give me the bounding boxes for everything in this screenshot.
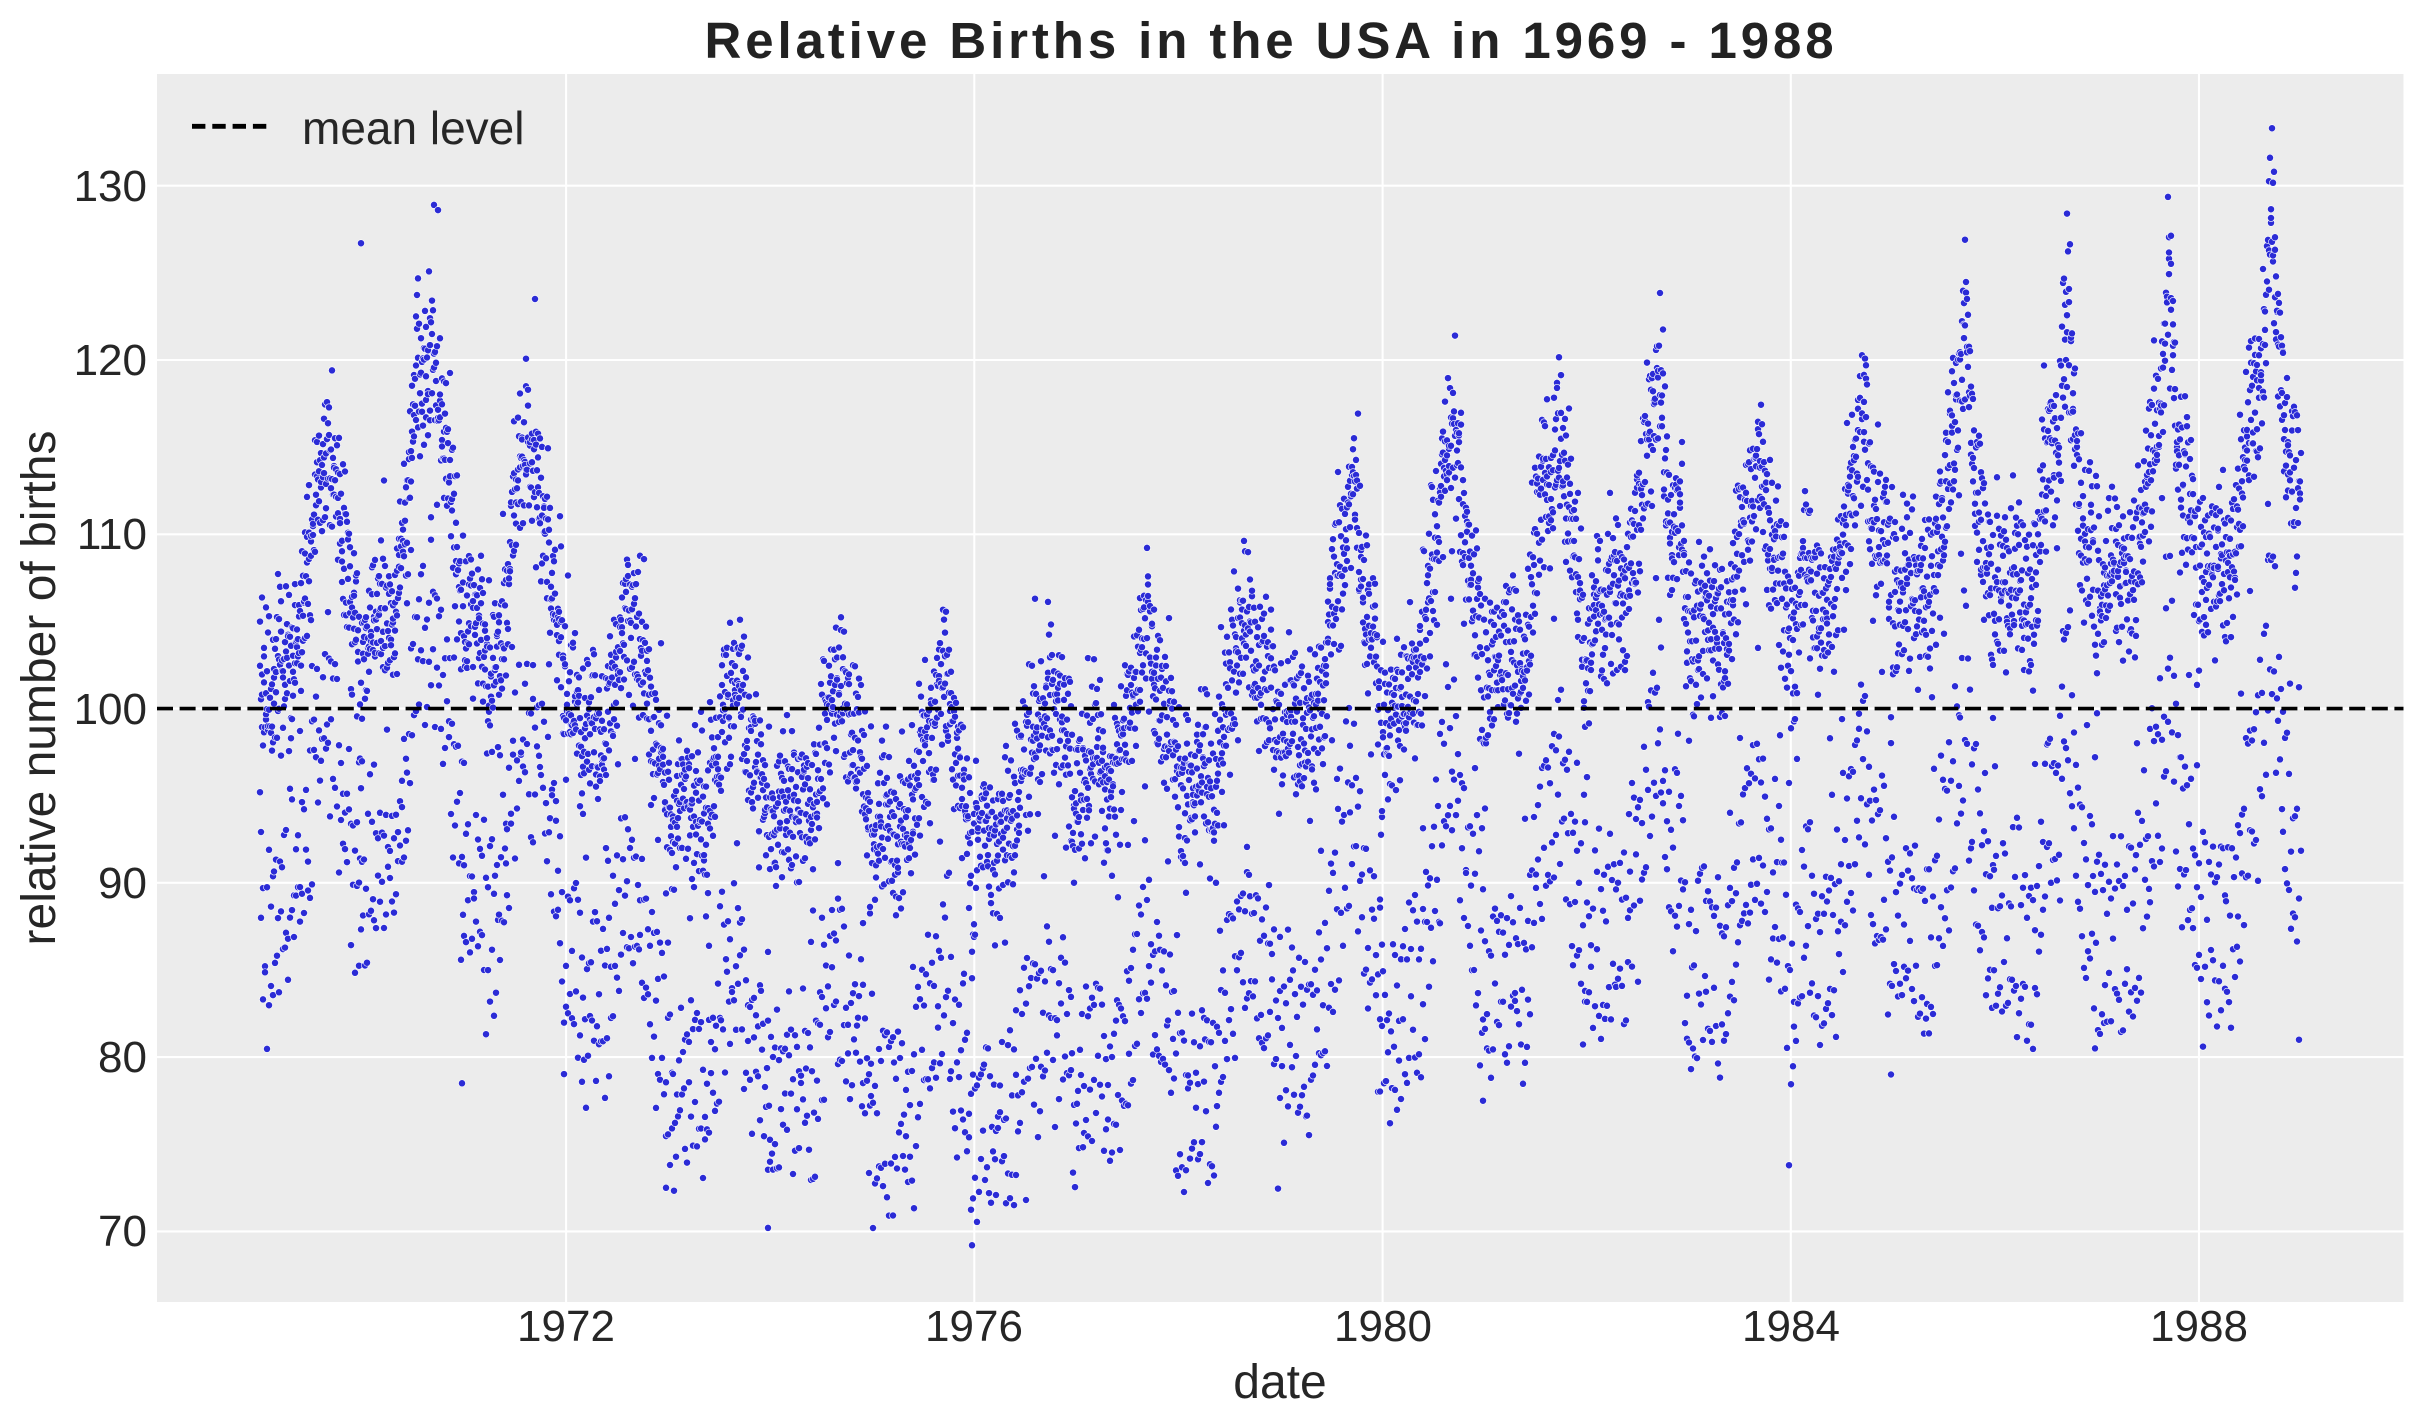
svg-text:70: 70: [98, 1207, 147, 1256]
svg-text:1976: 1976: [925, 1302, 1023, 1351]
svg-text:date: date: [1233, 1356, 1326, 1409]
svg-text:Relative Births in the USA in: Relative Births in the USA in 1969 - 198…: [704, 12, 1837, 69]
svg-text:1984: 1984: [1742, 1302, 1840, 1351]
svg-text:110: 110: [77, 510, 147, 559]
svg-text:relative number of births: relative number of births: [13, 431, 66, 946]
svg-text:90: 90: [98, 859, 147, 908]
svg-text:80: 80: [98, 1033, 147, 1082]
svg-text:130: 130: [74, 162, 147, 211]
svg-text:100: 100: [74, 685, 147, 734]
svg-text:1980: 1980: [1334, 1302, 1432, 1351]
svg-text:mean level: mean level: [302, 102, 524, 154]
svg-text:1972: 1972: [517, 1302, 615, 1351]
svg-text:1988: 1988: [2150, 1302, 2248, 1351]
svg-text:120: 120: [74, 336, 147, 385]
